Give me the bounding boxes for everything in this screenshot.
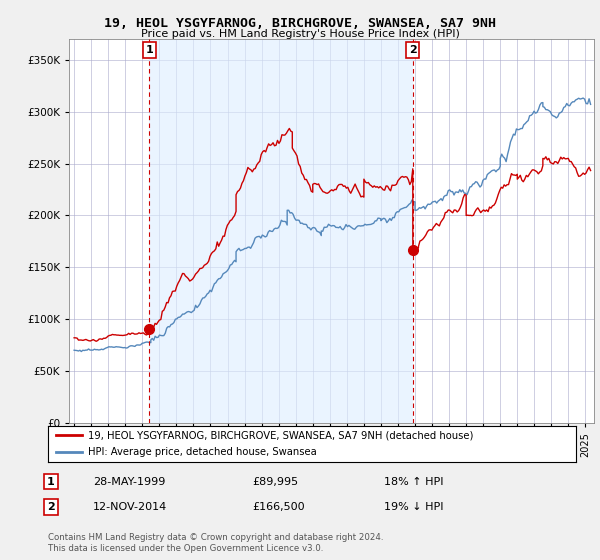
Text: 2: 2: [409, 45, 416, 55]
Text: 1: 1: [47, 477, 55, 487]
Bar: [149, 39, 413, 423]
Text: 19% ↓ HPI: 19% ↓ HPI: [384, 502, 443, 512]
Text: 2: 2: [47, 502, 55, 512]
Text: This data is licensed under the Open Government Licence v3.0.: This data is licensed under the Open Gov…: [48, 544, 323, 553]
Text: £89,995: £89,995: [252, 477, 298, 487]
Text: 19, HEOL YSGYFARNOG, BIRCHGROVE, SWANSEA, SA7 9NH (detached house): 19, HEOL YSGYFARNOG, BIRCHGROVE, SWANSEA…: [88, 431, 473, 440]
Text: Contains HM Land Registry data © Crown copyright and database right 2024.: Contains HM Land Registry data © Crown c…: [48, 533, 383, 542]
Text: HPI: Average price, detached house, Swansea: HPI: Average price, detached house, Swan…: [88, 447, 316, 457]
Text: 1: 1: [145, 45, 153, 55]
Text: 18% ↑ HPI: 18% ↑ HPI: [384, 477, 443, 487]
Text: £166,500: £166,500: [252, 502, 305, 512]
Text: 19, HEOL YSGYFARNOG, BIRCHGROVE, SWANSEA, SA7 9NH: 19, HEOL YSGYFARNOG, BIRCHGROVE, SWANSEA…: [104, 17, 496, 30]
Text: 12-NOV-2014: 12-NOV-2014: [93, 502, 167, 512]
Text: Price paid vs. HM Land Registry's House Price Index (HPI): Price paid vs. HM Land Registry's House …: [140, 29, 460, 39]
Text: 28-MAY-1999: 28-MAY-1999: [93, 477, 166, 487]
